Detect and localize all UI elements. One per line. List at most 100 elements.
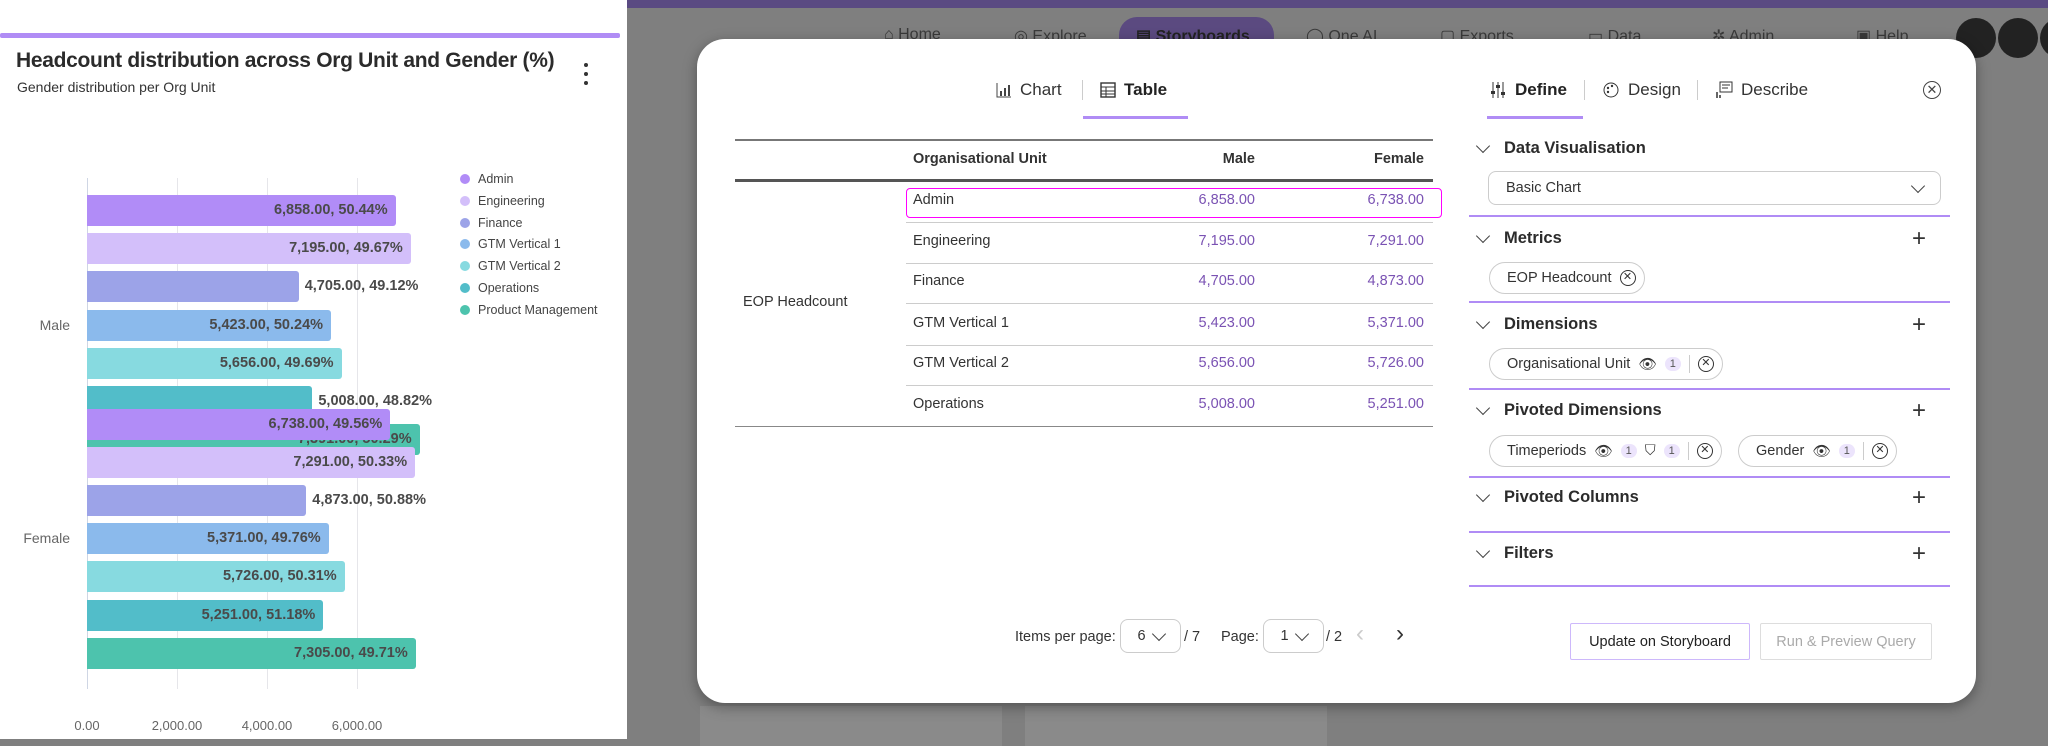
tab-divider — [1584, 80, 1585, 100]
gender-chip[interactable]: Gender 👁 1 ✕ — [1738, 435, 1897, 467]
chart-title: Headcount distribution across Org Unit a… — [16, 49, 555, 72]
chip-divider — [1862, 442, 1864, 460]
data-label: 7,291.00, 50.33% — [293, 453, 408, 470]
cell-male: 5,008.00 — [1198, 396, 1255, 412]
eye-icon[interactable]: 👁 — [1594, 443, 1613, 460]
legend-dot-icon — [460, 195, 470, 206]
add-filter-button[interactable]: + — [1912, 540, 1927, 567]
metric-chip[interactable]: EOP Headcount ✕ — [1489, 262, 1645, 294]
cell-female: 5,371.00 — [1367, 315, 1424, 331]
chevron-down-icon — [1475, 314, 1491, 330]
legend-label: Admin — [478, 172, 514, 186]
dimension-chip[interactable]: Organisational Unit 👁 1 ✕ — [1489, 348, 1723, 380]
select-value: 6 — [1137, 628, 1146, 644]
table-top-border — [735, 139, 1433, 141]
eye-icon[interactable]: 👁 — [1638, 356, 1657, 373]
filter-icon[interactable]: ⛉ — [1644, 443, 1656, 459]
tab-describe[interactable]: Describe — [1715, 80, 1808, 100]
remove-icon[interactable]: ✕ — [1619, 270, 1636, 286]
legend-label: Finance — [478, 215, 523, 230]
bar-male-4[interactable] — [87, 347, 342, 379]
close-icon[interactable]: ✕ — [1923, 81, 1941, 99]
page-select[interactable]: 1 — [1263, 619, 1324, 653]
legend-item[interactable]: GTM Vertical 2 — [460, 259, 561, 273]
select-value: Basic Chart — [1506, 180, 1581, 196]
section-filters[interactable]: Filters — [1475, 543, 1554, 563]
category-label-female: Female — [23, 530, 70, 547]
highlighted-row — [906, 188, 1442, 218]
legend-item[interactable]: Engineering — [460, 194, 545, 208]
cell-female: 7,291.00 — [1367, 233, 1424, 249]
describe-icon — [1716, 81, 1733, 98]
cell-org-unit: Finance — [913, 273, 965, 289]
bar-female-2[interactable] — [87, 485, 307, 516]
bar-male-3[interactable] — [87, 309, 332, 341]
add-pivoted-dimension-button[interactable]: + — [1912, 397, 1927, 424]
legend-item[interactable]: GTM Vertical 1 — [460, 237, 561, 251]
items-per-page-select[interactable]: 6 — [1120, 619, 1181, 653]
timeperiods-chip[interactable]: Timeperiods 👁 1 ⛉ 1 ✕ — [1489, 435, 1722, 467]
bar-male-2[interactable] — [87, 271, 299, 303]
bar-female-5[interactable] — [87, 599, 324, 631]
section-divider — [1469, 215, 1950, 217]
section-dimensions[interactable]: Dimensions — [1475, 314, 1598, 334]
eye-icon[interactable]: 👁 — [1812, 443, 1831, 460]
column-header-female[interactable]: Female — [1374, 151, 1424, 167]
tab-chart[interactable]: Chart — [996, 80, 1062, 100]
bar-female-4[interactable] — [87, 561, 345, 593]
remove-icon[interactable]: ✕ — [1871, 443, 1888, 459]
add-pivoted-column-button[interactable]: + — [1912, 484, 1927, 511]
cell-org-unit: Admin — [913, 192, 955, 208]
bar-female-1[interactable] — [87, 446, 416, 478]
legend-item[interactable]: Product Management — [460, 303, 598, 317]
column-header-male[interactable]: Male — [1222, 151, 1255, 167]
apps-icon[interactable] — [2040, 18, 2048, 58]
chip-label: EOP Headcount — [1507, 270, 1612, 286]
tab-table[interactable]: Table — [1100, 80, 1167, 100]
more-options-icon[interactable] — [580, 63, 592, 85]
next-page-icon[interactable]: › — [1396, 620, 1404, 647]
table-bottom-border — [735, 426, 1433, 427]
remove-icon[interactable]: ✕ — [1696, 443, 1713, 459]
row-group-label: EOP Headcount — [743, 294, 848, 310]
tab-define[interactable]: Define — [1489, 80, 1567, 100]
add-dimension-button[interactable]: + — [1912, 311, 1927, 338]
nav-home[interactable]: ⌂ Home — [884, 26, 941, 43]
row-divider — [906, 303, 1433, 304]
page-label: Page: — [1221, 629, 1259, 645]
x-tick-label: 6,000.00 — [331, 718, 383, 733]
legend-label: Operations — [478, 281, 540, 295]
row-divider — [906, 345, 1433, 346]
tab-divider — [1082, 80, 1083, 100]
section-pivoted-dimensions[interactable]: Pivoted Dimensions — [1475, 400, 1662, 420]
chevron-down-icon — [1475, 228, 1491, 244]
bar-male-1[interactable] — [87, 233, 411, 265]
section-title: Pivoted Columns — [1504, 488, 1639, 506]
section-pivoted-columns[interactable]: Pivoted Columns — [1475, 487, 1639, 507]
remove-icon[interactable]: ✕ — [1697, 356, 1714, 372]
legend-item[interactable]: Operations — [460, 281, 539, 295]
bar-female-3[interactable] — [87, 523, 329, 555]
run-preview-query-button[interactable]: Run & Preview Query — [1760, 623, 1932, 660]
cell-male: 7,195.00 — [1198, 233, 1255, 249]
tab-design[interactable]: Design — [1602, 80, 1681, 100]
bar-female-6[interactable] — [87, 637, 416, 669]
section-data-visualisation[interactable]: Data Visualisation — [1475, 138, 1646, 158]
prev-page-icon[interactable]: ‹ — [1356, 620, 1364, 647]
legend-label: Engineering — [478, 193, 545, 208]
data-label: 5,726.00, 50.31% — [222, 568, 337, 585]
legend-item[interactable]: Admin — [460, 172, 513, 186]
cell-male: 5,423.00 — [1198, 315, 1255, 331]
row-divider — [906, 263, 1433, 264]
data-label: 5,656.00, 49.69% — [219, 354, 334, 371]
cell-female: 5,726.00 — [1367, 355, 1424, 371]
update-on-storyboard-button[interactable]: Update on Storyboard — [1570, 623, 1750, 660]
bar-male-0[interactable] — [87, 195, 396, 226]
bar-female-0[interactable] — [87, 408, 391, 440]
data-label: 7,305.00, 49.71% — [294, 644, 408, 661]
visualisation-select[interactable]: Basic Chart — [1488, 171, 1941, 205]
legend-item[interactable]: Finance — [460, 216, 522, 230]
add-metric-button[interactable]: + — [1912, 225, 1927, 252]
org-icon[interactable] — [1998, 18, 2038, 58]
section-metrics[interactable]: Metrics — [1475, 228, 1562, 248]
